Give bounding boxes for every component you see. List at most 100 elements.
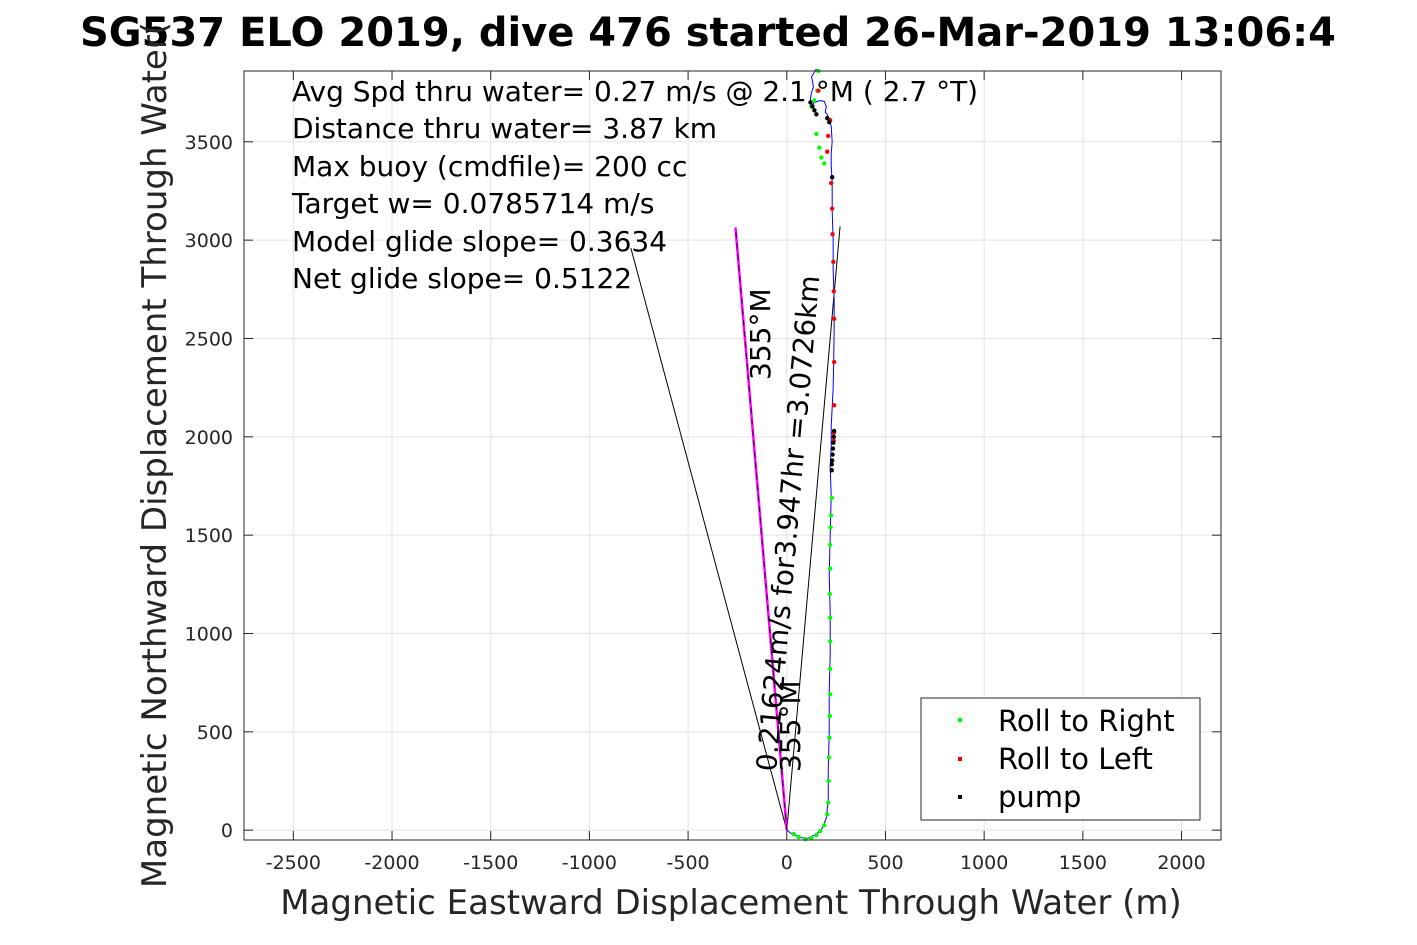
data-series	[630, 68, 841, 840]
legend-box	[920, 697, 1201, 821]
legend-label-roll-right: Roll to Right	[998, 704, 1175, 738]
annotation-avg-speed: Avg Spd thru water= 0.27 m/s @ 2.1 °M ( …	[292, 75, 978, 108]
roll-left-point	[826, 133, 831, 139]
roll-left-point	[828, 180, 834, 186]
axis-ticks: -2500 -2000 -1500 -1000 -500 0 500 1000 1500 2000…	[185, 71, 1221, 874]
roll-right-point	[803, 836, 808, 842]
data-markers	[791, 68, 837, 842]
pump-point	[829, 458, 835, 463]
x-tick-label: 500	[867, 852, 903, 874]
pump-point	[827, 119, 832, 125]
roll-right-point	[828, 615, 833, 620]
pump-point	[830, 452, 835, 457]
roll-right-point	[812, 98, 817, 103]
pump-point	[829, 462, 834, 467]
legend-swatch-roll-right	[958, 718, 962, 722]
glide-wedge-line-0	[630, 247, 788, 831]
roll-right-point	[791, 831, 796, 837]
x-tick-label: -1000	[562, 852, 617, 874]
y-tick-label: 2500	[185, 328, 233, 350]
annotation-distance: Distance thru water= 3.87 km	[292, 112, 717, 145]
x-tick-label: -2000	[364, 852, 419, 874]
roll-left-point	[831, 403, 837, 408]
legend-swatch-roll-left	[958, 757, 962, 761]
roll-right-point	[827, 591, 833, 597]
y-axis-label: Magnetic Northward Displacement Through …	[135, 22, 175, 888]
roll-right-point	[828, 692, 833, 697]
annotation-target-w: Target w= 0.0785714 m/s	[291, 187, 654, 220]
legend-label-roll-left: Roll to Left	[998, 742, 1153, 776]
plot-frame	[243, 70, 1222, 841]
x-tick-label: 2000	[1157, 852, 1205, 874]
roll-right-point	[828, 513, 834, 518]
legend-swatch-pump	[958, 795, 962, 799]
roll-left-point	[816, 88, 821, 93]
pump-point	[831, 428, 837, 434]
pump-point	[814, 112, 819, 117]
annotation-block: Avg Spd thru water= 0.27 m/s @ 2.1 °M ( …	[291, 75, 978, 295]
roll-right-point	[814, 131, 819, 137]
y-tick-label: 500	[197, 722, 233, 744]
y-tick-label: 0	[221, 820, 233, 842]
roll-right-point	[828, 525, 833, 530]
roll-left-point	[831, 259, 836, 264]
pump-point	[831, 434, 836, 440]
annotation-model-glide-slope: Model glide slope= 0.3634	[292, 225, 667, 258]
roll-right-point	[828, 639, 833, 644]
x-tick-label: -2500	[266, 852, 321, 874]
roll-left-point	[830, 232, 835, 237]
roll-right-point	[822, 823, 827, 828]
roll-right-point	[828, 666, 833, 672]
pump-point	[829, 468, 834, 473]
x-tick-label: -500	[667, 852, 710, 874]
pump-point	[825, 116, 830, 121]
roll-left-point	[831, 359, 837, 365]
roll-right-point	[819, 155, 824, 160]
roll-left-point	[831, 289, 836, 294]
roll-right-point	[826, 755, 832, 760]
glide-wedge-line-1	[786, 226, 841, 831]
roll-right-point	[822, 161, 827, 166]
roll-left-point	[831, 316, 837, 322]
y-tick-label: 3000	[185, 230, 233, 252]
pump-point	[830, 446, 836, 451]
roll-right-point	[828, 542, 833, 548]
pump-point	[810, 104, 815, 109]
roll-right-point	[809, 835, 814, 841]
roll-right-point	[814, 832, 819, 838]
current-heading-label: 355°M	[744, 288, 777, 380]
roll-right-point	[817, 145, 822, 150]
legend-label-pump: pump	[998, 780, 1081, 814]
y-tick-label: 1500	[185, 525, 233, 547]
chart-title: SG537 ELO 2019, dive 476 started 26-Mar-…	[80, 10, 1336, 56]
roll-right-point	[827, 713, 833, 719]
roll-right-point	[826, 778, 831, 784]
pump-point	[812, 108, 817, 113]
annotation-max-buoy: Max buoy (cmdfile)= 200 cc	[292, 150, 687, 183]
x-tick-label: 1000	[960, 852, 1008, 874]
legend: Roll to Right Roll to Left pump	[920, 697, 1201, 821]
pump-point	[831, 440, 836, 445]
roll-right-point	[825, 812, 830, 817]
x-axis-label: Magnetic Eastward Displacement Through W…	[280, 883, 1182, 923]
y-tick-label: 2000	[185, 427, 233, 449]
x-tick-label: 1500	[1059, 852, 1107, 874]
surface-heading-label: 355°M	[774, 680, 807, 772]
roll-left-point	[825, 149, 830, 154]
roll-right-point	[818, 828, 823, 834]
x-tick-label: -1500	[463, 852, 518, 874]
y-tick-label: 3500	[185, 132, 233, 154]
annotation-net-glide-slope: Net glide slope= 0.5122	[292, 262, 632, 295]
roll-right-point	[826, 800, 831, 805]
roll-right-point	[828, 566, 833, 571]
roll-right-point	[827, 735, 832, 740]
roll-left-point	[829, 206, 835, 211]
y-tick-label: 1000	[185, 623, 233, 645]
roll-right-point	[796, 834, 801, 840]
pump-point	[829, 175, 835, 180]
pump-point	[808, 100, 813, 105]
current-vector-overlay	[735, 227, 788, 831]
x-tick-label: 0	[781, 852, 793, 874]
roll-right-point	[829, 495, 834, 500]
